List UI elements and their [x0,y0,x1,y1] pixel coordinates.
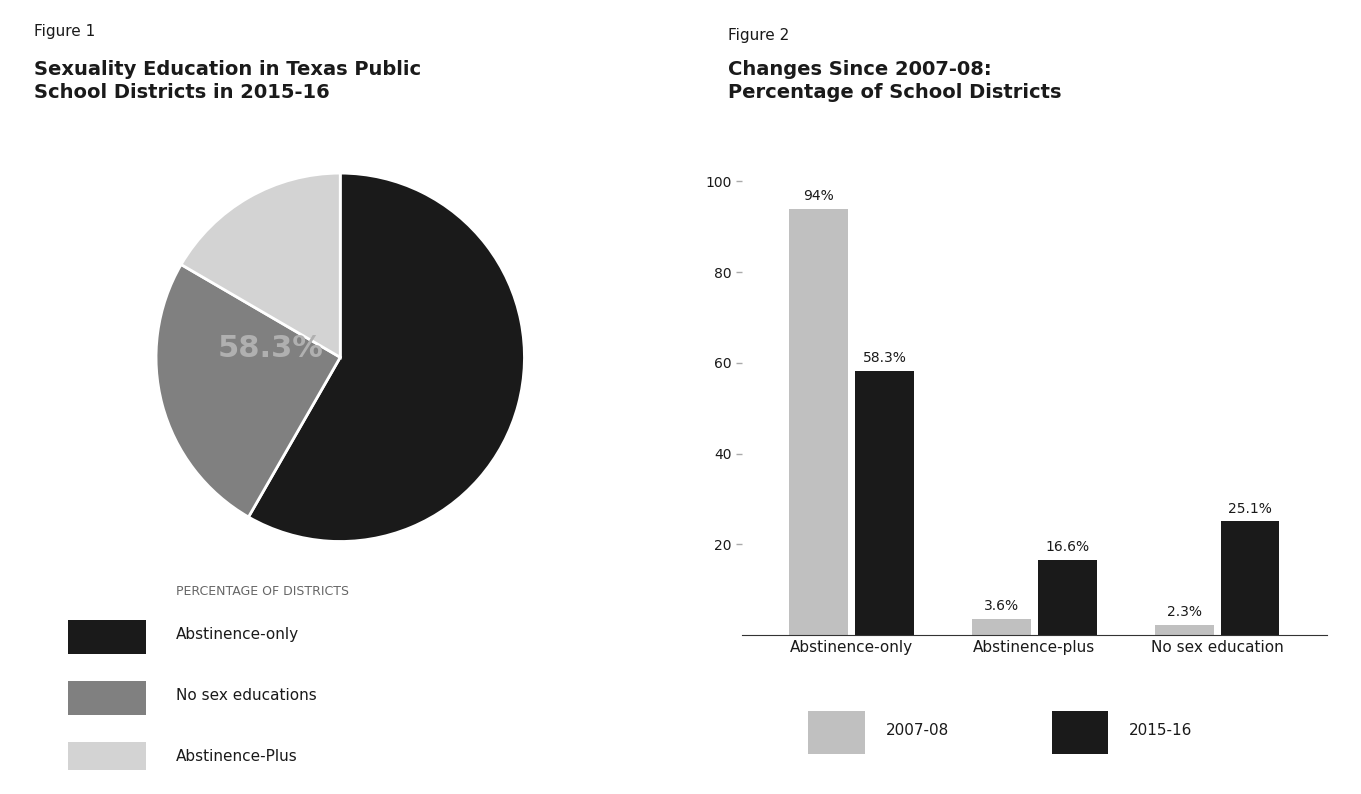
Text: Figure 2: Figure 2 [728,28,789,43]
Text: 2007-08: 2007-08 [886,723,949,738]
FancyBboxPatch shape [68,680,146,715]
Wedge shape [249,173,524,542]
Text: Sexuality Education in Texas Public
School Districts in 2015-16: Sexuality Education in Texas Public Scho… [34,60,421,102]
Text: 58.3%: 58.3% [863,351,906,365]
FancyBboxPatch shape [808,711,866,754]
FancyBboxPatch shape [1052,711,1108,754]
Text: Changes Since 2007-08:
Percentage of School Districts: Changes Since 2007-08: Percentage of Sch… [728,60,1062,102]
Text: 16.6%: 16.6% [1045,541,1089,554]
Bar [1221,522,1279,635]
FancyBboxPatch shape [68,619,146,654]
Text: No sex educations: No sex educations [176,688,317,703]
Text: 25.1%: 25.1% [393,264,479,288]
Text: Abstinence-Plus: Abstinence-Plus [176,750,298,765]
Text: 2.3%: 2.3% [1166,605,1202,619]
Bar [1038,560,1097,635]
Wedge shape [157,264,340,517]
Text: 2015-16: 2015-16 [1130,723,1192,738]
Text: Abstinence-only: Abstinence-only [176,627,299,642]
Bar [789,209,848,635]
Bar [855,371,913,635]
Bar [1155,625,1214,635]
FancyBboxPatch shape [68,742,146,776]
Text: 16.6%: 16.6% [393,400,479,425]
Text: Figure 1: Figure 1 [34,24,95,39]
Text: 58.3%: 58.3% [218,333,323,363]
Text: PERCENTAGE OF DISTRICTS: PERCENTAGE OF DISTRICTS [176,585,348,599]
Text: 3.6%: 3.6% [984,599,1019,614]
Bar [972,619,1030,635]
Text: 94%: 94% [803,189,834,203]
Text: 25.1%: 25.1% [1228,502,1273,516]
Wedge shape [181,173,340,357]
